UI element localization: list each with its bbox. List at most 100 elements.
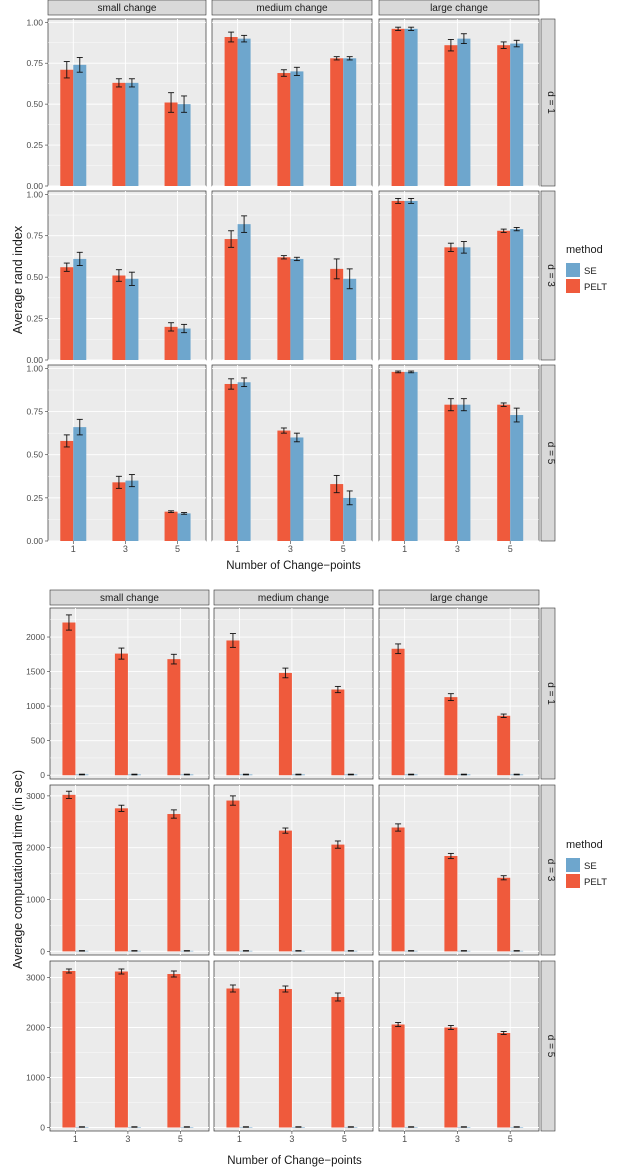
bar-pelt	[330, 268, 344, 360]
bar-pelt	[167, 974, 181, 1128]
y-tick-label: 2000	[26, 843, 45, 853]
panel-background	[378, 784, 540, 956]
y-tick-label: 0.50	[26, 99, 43, 109]
panel-background	[378, 607, 540, 780]
x-tick-label: 5	[508, 544, 513, 554]
y-tick-label: 0.25	[26, 493, 43, 503]
panel	[211, 18, 373, 187]
y-tick-label: 500	[31, 736, 45, 746]
bar-pelt	[277, 430, 291, 541]
facet-strip	[378, 0, 540, 16]
legend: method SE PELT	[566, 839, 607, 888]
bar-se	[290, 71, 304, 186]
facet-strip	[47, 0, 207, 16]
x-tick-label: 5	[341, 544, 346, 554]
facet-row-strip	[540, 190, 556, 361]
x-tick-label: 1	[402, 544, 407, 554]
bar-se	[73, 427, 87, 541]
bar-pelt	[167, 659, 181, 776]
bar-pelt	[497, 45, 511, 187]
panel-background	[49, 784, 210, 956]
legend-swatch-pelt	[566, 279, 580, 293]
bar-se	[404, 200, 418, 360]
bar-pelt	[330, 484, 344, 541]
y-tick-label: 0.75	[26, 407, 43, 417]
bar-pelt	[114, 971, 128, 1128]
facet-row-label: d = 3	[545, 859, 556, 882]
x-tick-label: 3	[289, 1134, 294, 1144]
bar-pelt	[497, 404, 511, 541]
panel	[49, 960, 210, 1132]
y-tick-label: 1500	[26, 667, 45, 677]
bar-pelt	[331, 689, 345, 776]
facet-row-label: d = 1	[545, 91, 556, 114]
legend-label: SE	[584, 266, 597, 277]
y-tick-label: 3000	[26, 973, 45, 983]
facet-row-strip	[540, 364, 556, 542]
panel	[49, 784, 210, 956]
panel	[49, 607, 210, 780]
y-tick-label: 1.00	[26, 363, 43, 373]
bar-pelt	[226, 988, 240, 1128]
legend-title: method	[566, 839, 603, 851]
bar-pelt	[164, 511, 178, 541]
x-tick-label: 5	[175, 544, 180, 554]
bar-pelt	[224, 239, 238, 360]
bar-pelt	[444, 697, 458, 776]
bar-pelt	[62, 622, 76, 776]
facet-row-label: d = 1	[545, 682, 556, 705]
y-tick-label: 2000	[26, 1023, 45, 1033]
bar-pelt	[444, 856, 458, 952]
y-tick-label: 0.75	[26, 58, 43, 68]
x-tick-label: 5	[178, 1134, 183, 1144]
bar-pelt	[497, 230, 511, 360]
y-tick-label: 0.50	[26, 272, 43, 282]
legend-label: SE	[584, 861, 597, 872]
y-tick-label: 0	[40, 1123, 45, 1133]
bar-pelt	[444, 1027, 458, 1128]
bar-pelt	[444, 45, 458, 187]
bar-pelt	[62, 971, 76, 1128]
x-tick-label: 1	[237, 1134, 242, 1144]
panel-background	[49, 607, 210, 780]
panel	[378, 784, 540, 956]
legend-label: PELT	[584, 877, 607, 888]
x-axis-title: Number of Change−points	[226, 560, 361, 572]
legend-swatch-pelt	[566, 874, 580, 888]
facet-row-label: d = 3	[545, 264, 556, 287]
y-tick-label: 1000	[26, 701, 45, 711]
bar-pelt	[167, 814, 181, 952]
y-tick-label: 0.25	[26, 314, 43, 324]
facet-row-label: d = 5	[545, 1035, 556, 1058]
bar-se	[290, 258, 304, 360]
bar-pelt	[331, 844, 345, 952]
bar-pelt	[112, 82, 126, 186]
facet-strip	[49, 589, 210, 606]
chart-1: small change medium change large change d =…	[11, 0, 607, 572]
bar-se	[457, 404, 471, 541]
facet-strip-label: small change	[98, 3, 157, 14]
bar-pelt	[112, 482, 126, 541]
y-tick-label: 3000	[26, 791, 45, 801]
panel	[378, 607, 540, 780]
bar-se	[237, 382, 251, 541]
bar-se	[73, 258, 87, 360]
bar-pelt	[226, 800, 240, 952]
x-axis-title: Number of Change−points	[227, 1155, 362, 1167]
y-tick-label: 1000	[26, 1073, 45, 1083]
y-tick-label: 1.00	[26, 17, 43, 27]
y-tick-label: 1.00	[26, 189, 43, 199]
facet-strip-label: large change	[430, 3, 488, 14]
bar-pelt	[330, 58, 344, 187]
bar-pelt	[224, 383, 238, 541]
bar-pelt	[444, 247, 458, 360]
bar-se	[125, 278, 139, 360]
bar-pelt	[391, 827, 405, 952]
bar-se	[125, 480, 139, 541]
panel	[47, 190, 207, 361]
panel	[213, 960, 374, 1132]
facet-row-strip	[540, 18, 556, 187]
y-tick-label: 0	[40, 770, 45, 780]
y-tick-label: 0.00	[26, 355, 43, 365]
facet-strip-label: large change	[430, 593, 488, 604]
